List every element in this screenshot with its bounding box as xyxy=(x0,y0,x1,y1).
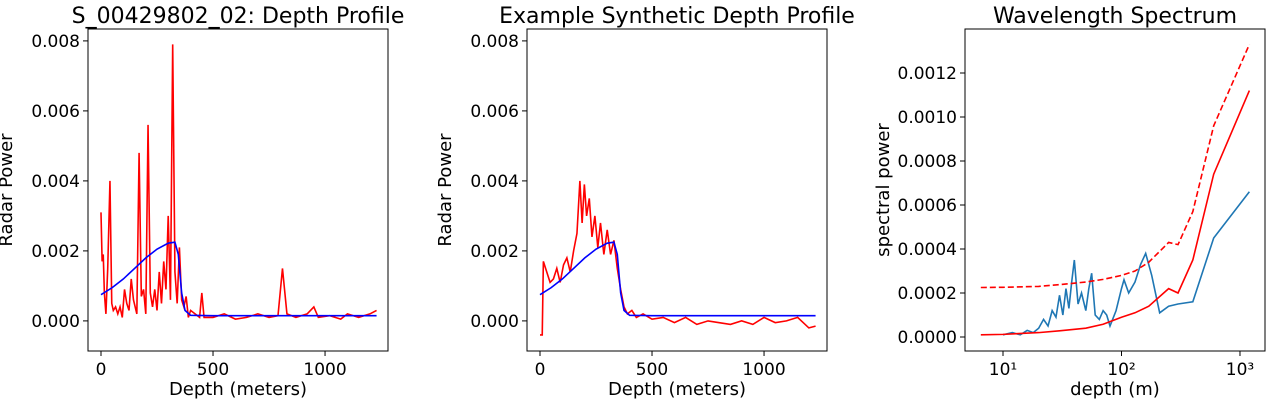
chart-title: Example Synthetic Depth Profile xyxy=(499,4,855,29)
data-line xyxy=(539,180,816,336)
x-tick-label: 10¹ xyxy=(989,360,1017,380)
data-line xyxy=(100,241,377,317)
y-tick-label: 0.0000 xyxy=(898,328,957,348)
y-tick-label: 0.008 xyxy=(470,32,519,52)
y-tick-label: 0.0010 xyxy=(898,108,957,128)
y-tick-label: 0.000 xyxy=(470,312,519,332)
chart-title: Wavelength Spectrum xyxy=(993,4,1237,29)
y-axis-label: spectral power xyxy=(873,123,894,257)
y-tick-label: 0.0012 xyxy=(898,64,957,84)
x-tick-label: 500 xyxy=(636,360,668,380)
y-tick-label: 0.002 xyxy=(470,242,519,262)
data-line xyxy=(980,90,1251,336)
x-tick-label: 0 xyxy=(535,360,546,380)
y-tick-label: 0.000 xyxy=(31,312,80,332)
y-tick-label: 0.0004 xyxy=(898,240,957,260)
y-tick-label: 0.006 xyxy=(470,102,519,122)
x-axis-label: Depth (meters) xyxy=(169,379,307,400)
axes-frame xyxy=(87,28,389,352)
y-axis-label: Radar Power xyxy=(0,133,17,247)
x-tick-label: 10³ xyxy=(1226,360,1254,380)
x-axis-label: Depth (meters) xyxy=(608,379,746,400)
x-tick-label: 1000 xyxy=(303,360,346,380)
x-tick-label: 1000 xyxy=(742,360,785,380)
data-line xyxy=(1002,191,1251,336)
y-axis-label: Radar Power xyxy=(435,133,456,247)
chart-title: S_00429802_02: Depth Profile xyxy=(72,4,405,29)
y-tick-label: 0.006 xyxy=(31,102,80,122)
y-tick-label: 0.002 xyxy=(31,242,80,262)
y-tick-label: 0.0006 xyxy=(898,196,957,216)
data-line xyxy=(539,241,816,317)
axes-frame xyxy=(526,28,828,352)
y-tick-label: 0.0002 xyxy=(898,284,957,304)
y-tick-label: 0.004 xyxy=(31,172,80,192)
y-tick-label: 0.008 xyxy=(31,32,80,52)
axes-frame xyxy=(964,28,1266,352)
y-tick-label: 0.0008 xyxy=(898,152,957,172)
y-tick-label: 0.004 xyxy=(470,172,519,192)
x-tick-label: 500 xyxy=(197,360,229,380)
x-tick-label: 0 xyxy=(96,360,107,380)
x-tick-label: 10² xyxy=(1107,360,1135,380)
x-axis-label: depth (m) xyxy=(1070,379,1160,400)
data-line xyxy=(980,44,1251,289)
data-line xyxy=(100,44,377,321)
